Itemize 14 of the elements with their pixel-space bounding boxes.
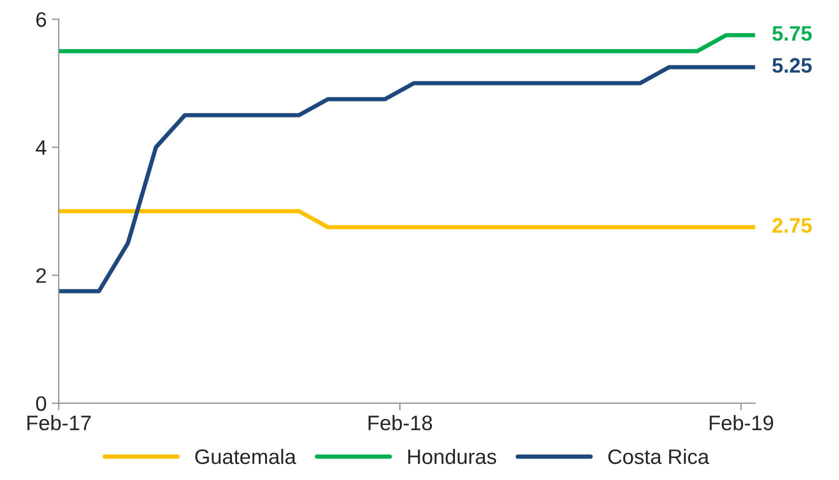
y-tick-label: 4 bbox=[36, 140, 46, 155]
legend-label: Guatemala bbox=[195, 448, 296, 464]
legend-label: Honduras bbox=[408, 448, 496, 464]
x-tick-label: Feb-18 bbox=[368, 415, 432, 430]
line-series bbox=[58, 65, 756, 294]
x-tick-label: Feb-17 bbox=[27, 415, 91, 430]
data-label: 5.25 bbox=[772, 58, 812, 73]
data-label: 5.75 bbox=[772, 26, 812, 41]
x-tick-label: Feb-19 bbox=[710, 415, 774, 430]
y-tick-label: 2 bbox=[36, 268, 46, 283]
y-tick-label: 0 bbox=[36, 396, 46, 411]
legend-label: Costa Rica bbox=[608, 448, 710, 464]
data-label: 2.75 bbox=[772, 218, 812, 233]
y-tick-label: 6 bbox=[36, 12, 46, 27]
